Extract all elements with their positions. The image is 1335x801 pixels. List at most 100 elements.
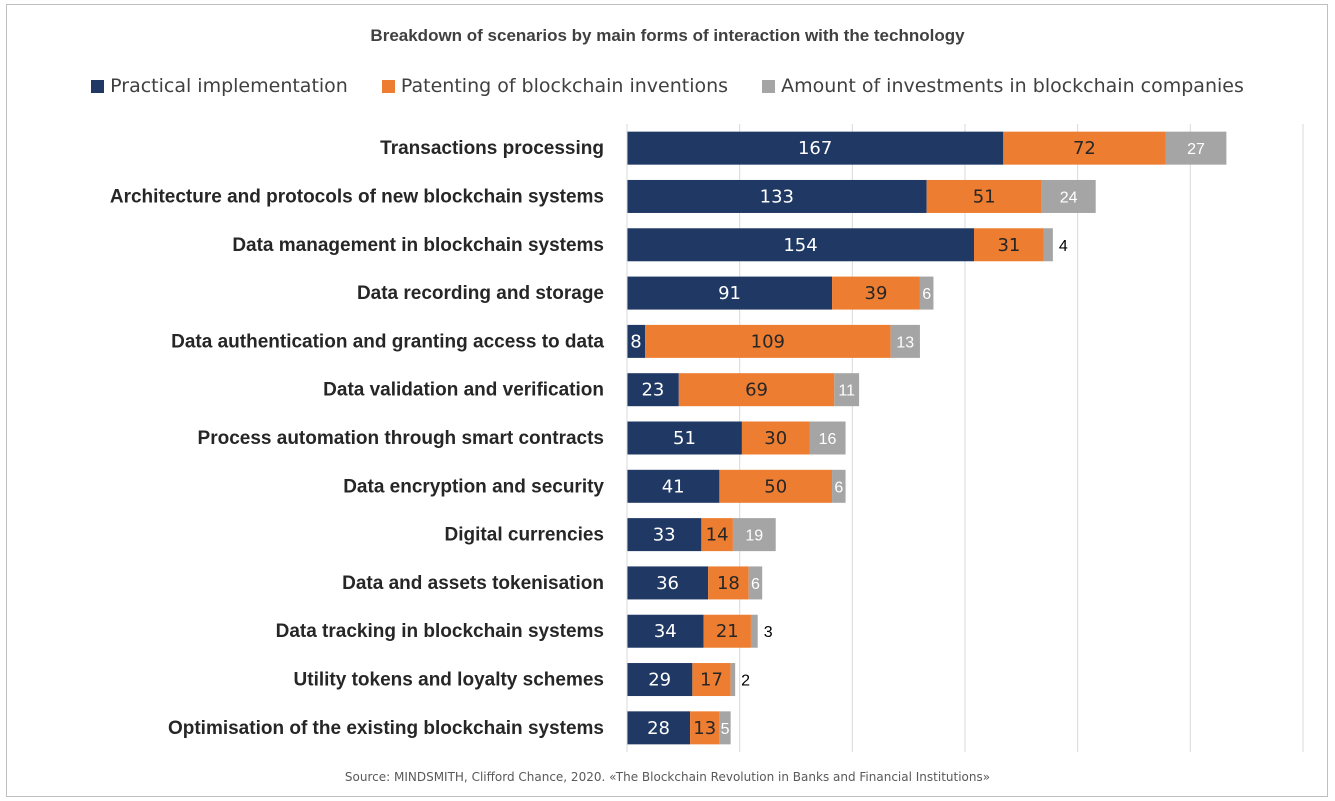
category-label: Utility tokens and loyalty schemes <box>294 670 604 691</box>
data-label-practical: 167 <box>798 138 832 159</box>
data-label-patenting: 51 <box>973 186 996 207</box>
data-label-investments: 6 <box>834 479 843 496</box>
bar-patenting <box>719 469 833 503</box>
legend-item-investments: Amount of investments in blockchain comp… <box>762 75 1244 97</box>
bar-patenting <box>926 179 1042 213</box>
bar-patenting <box>741 421 810 455</box>
data-label-practical: 133 <box>760 186 794 207</box>
bar-patenting <box>832 276 920 310</box>
bar-investments <box>1043 228 1053 262</box>
bar-investments <box>919 276 934 310</box>
bar-practical <box>627 228 975 262</box>
category-label: Data authentication and granting access … <box>171 331 604 352</box>
bar-practical <box>627 373 679 407</box>
data-label-patenting: 69 <box>745 380 768 401</box>
bar-patenting <box>974 228 1044 262</box>
bar-practical <box>627 179 927 213</box>
data-label-investments: 3 <box>764 624 773 641</box>
legend: Practical implementation Patenting of bl… <box>0 74 1335 97</box>
bar-investments <box>750 614 758 648</box>
data-label-patenting: 14 <box>706 525 729 546</box>
category-label: Data management in blockchain systems <box>232 235 604 256</box>
bar-patenting <box>690 711 720 745</box>
data-label-patenting: 30 <box>764 428 787 449</box>
data-label-practical: 36 <box>656 573 679 594</box>
bar-patenting <box>701 518 733 552</box>
legend-label-patenting: Patenting of blockchain inventions <box>400 74 729 97</box>
data-label-practical: 34 <box>654 621 677 642</box>
bar-investments <box>748 566 763 600</box>
bar-investments <box>832 469 846 503</box>
data-label-practical: 41 <box>662 476 685 497</box>
bar-practical <box>627 276 833 310</box>
data-label-practical: 51 <box>673 428 696 449</box>
bar-practical <box>627 663 693 697</box>
bar-practical <box>627 614 704 648</box>
bar-practical <box>627 469 720 503</box>
bar-patenting <box>692 663 731 697</box>
data-label-patenting: 39 <box>865 283 888 304</box>
category-label: Data encryption and security <box>343 476 604 497</box>
data-label-practical: 33 <box>653 525 676 546</box>
category-label: Data tracking in blockchain systems <box>276 621 604 642</box>
bar-patenting <box>708 566 749 600</box>
data-label-practical: 29 <box>648 670 671 691</box>
data-label-patenting: 13 <box>693 718 716 739</box>
data-label-investments: 6 <box>751 576 760 593</box>
bar-patenting <box>645 324 891 358</box>
bar-practical <box>627 566 709 600</box>
data-label-patenting: 50 <box>764 476 787 497</box>
data-label-patenting: 17 <box>700 670 723 691</box>
data-label-patenting: 72 <box>1073 138 1096 159</box>
data-label-patenting: 109 <box>751 331 785 352</box>
category-label: Data recording and storage <box>357 283 604 304</box>
category-label: Transactions processing <box>380 138 604 159</box>
data-label-investments: 2 <box>741 673 750 690</box>
bar-practical <box>627 421 742 455</box>
bar-investments <box>890 324 920 358</box>
category-label: Digital currencies <box>445 525 604 546</box>
data-label-practical: 23 <box>641 380 664 401</box>
legend-item-practical: Practical implementation <box>91 75 348 97</box>
source-note: Source: MINDSMITH, Clifford Chance, 2020… <box>344 770 991 784</box>
bar-investments <box>719 711 731 745</box>
data-label-investments: 4 <box>1059 238 1068 255</box>
category-label: Data validation and verification <box>323 380 604 401</box>
data-label-investments: 16 <box>819 431 837 448</box>
bar-patenting <box>678 373 835 407</box>
data-label-patenting: 18 <box>717 573 740 594</box>
bar-investments <box>809 421 846 455</box>
data-label-investments: 11 <box>838 383 855 400</box>
category-label: Architecture and protocols of new blockc… <box>110 186 604 207</box>
legend-swatch-practical <box>91 79 105 93</box>
data-label-investments: 19 <box>745 528 763 545</box>
legend-swatch-patenting <box>381 79 395 93</box>
category-label: Process automation through smart contrac… <box>198 428 604 449</box>
bar-investments <box>1041 179 1096 213</box>
bar-investments <box>732 518 776 552</box>
bar-investments <box>730 663 736 697</box>
data-label-practical: 8 <box>630 331 641 352</box>
legend-label-practical: Practical implementation <box>110 74 348 97</box>
data-label-patenting: 31 <box>997 235 1020 256</box>
category-label: Optimisation of the existing blockchain … <box>168 718 604 739</box>
category-label: Data and assets tokenisation <box>342 573 604 594</box>
data-label-practical: 154 <box>783 235 817 256</box>
data-label-patenting: 21 <box>716 621 739 642</box>
bar-practical <box>627 711 691 745</box>
legend-swatch-investments <box>762 79 776 93</box>
bar-patenting <box>703 614 751 648</box>
bar-patenting <box>1003 131 1166 165</box>
bar-practical <box>627 131 1004 165</box>
data-label-investments: 13 <box>896 334 914 351</box>
data-label-investments: 5 <box>721 721 730 738</box>
data-label-investments: 27 <box>1187 141 1205 158</box>
data-label-investments: 24 <box>1060 189 1078 206</box>
chart-title: Breakdown of scenarios by main forms of … <box>370 26 965 45</box>
bar-practical <box>627 324 646 358</box>
legend-item-patenting: Patenting of blockchain inventions <box>381 74 729 97</box>
data-label-practical: 91 <box>718 283 741 304</box>
data-label-practical: 28 <box>647 718 670 739</box>
bar-investments <box>834 373 860 407</box>
